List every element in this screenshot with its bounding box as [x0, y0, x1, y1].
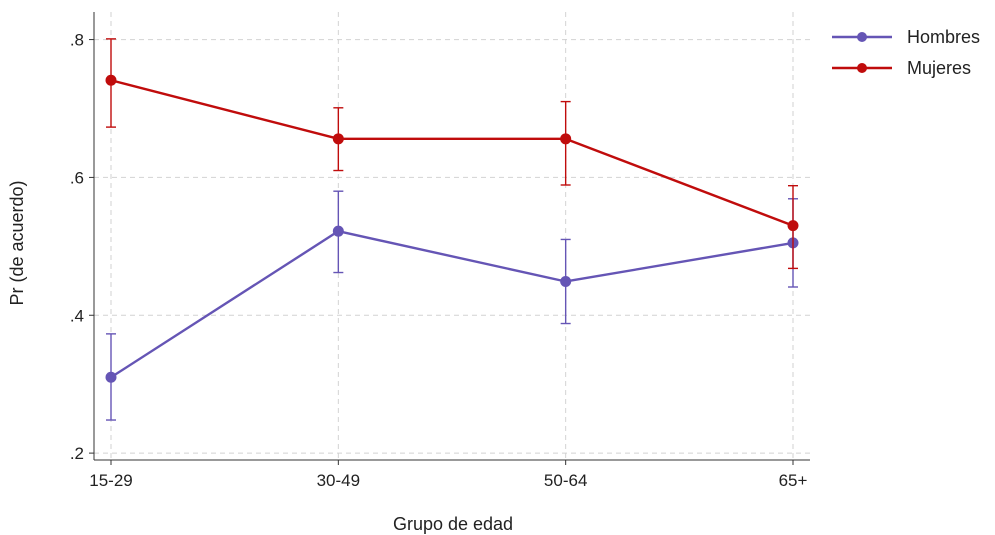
series-line: [110, 229, 794, 379]
data-point: [332, 133, 344, 145]
data-point: [560, 133, 572, 145]
legend: Hombres Mujeres: [832, 27, 980, 78]
x-axis-title: Grupo de edad: [393, 514, 513, 534]
data-point: [787, 220, 799, 232]
legend-swatch-marker: [857, 63, 867, 73]
x-tick-label: 50-64: [544, 471, 587, 490]
legend-item: Hombres: [832, 27, 980, 47]
axes: .2 .4 .6 .8 15-29 30-49 50-64 65+: [70, 12, 810, 490]
legend-label: Hombres: [907, 27, 980, 47]
legend-swatch-marker: [857, 32, 867, 42]
series-group: [105, 38, 799, 421]
grid-lines: [94, 12, 810, 460]
series-line: [110, 79, 794, 227]
legend-label: Mujeres: [907, 58, 971, 78]
y-tick-label: .8: [70, 31, 84, 50]
y-axis-title: Pr (de acuerdo): [7, 180, 27, 305]
data-point: [560, 275, 572, 287]
series-mujeres: [105, 38, 799, 270]
data-point: [105, 74, 117, 86]
data-point: [332, 225, 344, 237]
x-tick-label: 15-29: [89, 471, 132, 490]
x-tick-label: 30-49: [317, 471, 360, 490]
data-point: [105, 371, 117, 383]
y-tick-label: .2: [70, 444, 84, 463]
y-tick-label: .6: [70, 168, 84, 187]
x-tick-label: 65+: [779, 471, 808, 490]
legend-item: Mujeres: [832, 58, 971, 78]
y-tick-label: .4: [70, 306, 84, 325]
series-hombres: [105, 190, 799, 421]
